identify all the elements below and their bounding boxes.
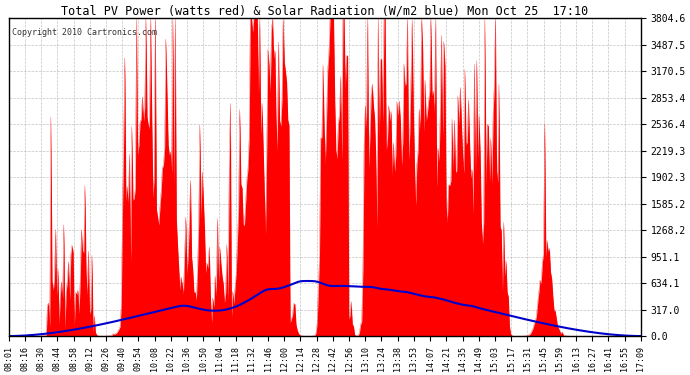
Text: Copyright 2010 Cartronics.com: Copyright 2010 Cartronics.com [12,28,157,37]
Title: Total PV Power (watts red) & Solar Radiation (W/m2 blue) Mon Oct 25  17:10: Total PV Power (watts red) & Solar Radia… [61,4,589,17]
